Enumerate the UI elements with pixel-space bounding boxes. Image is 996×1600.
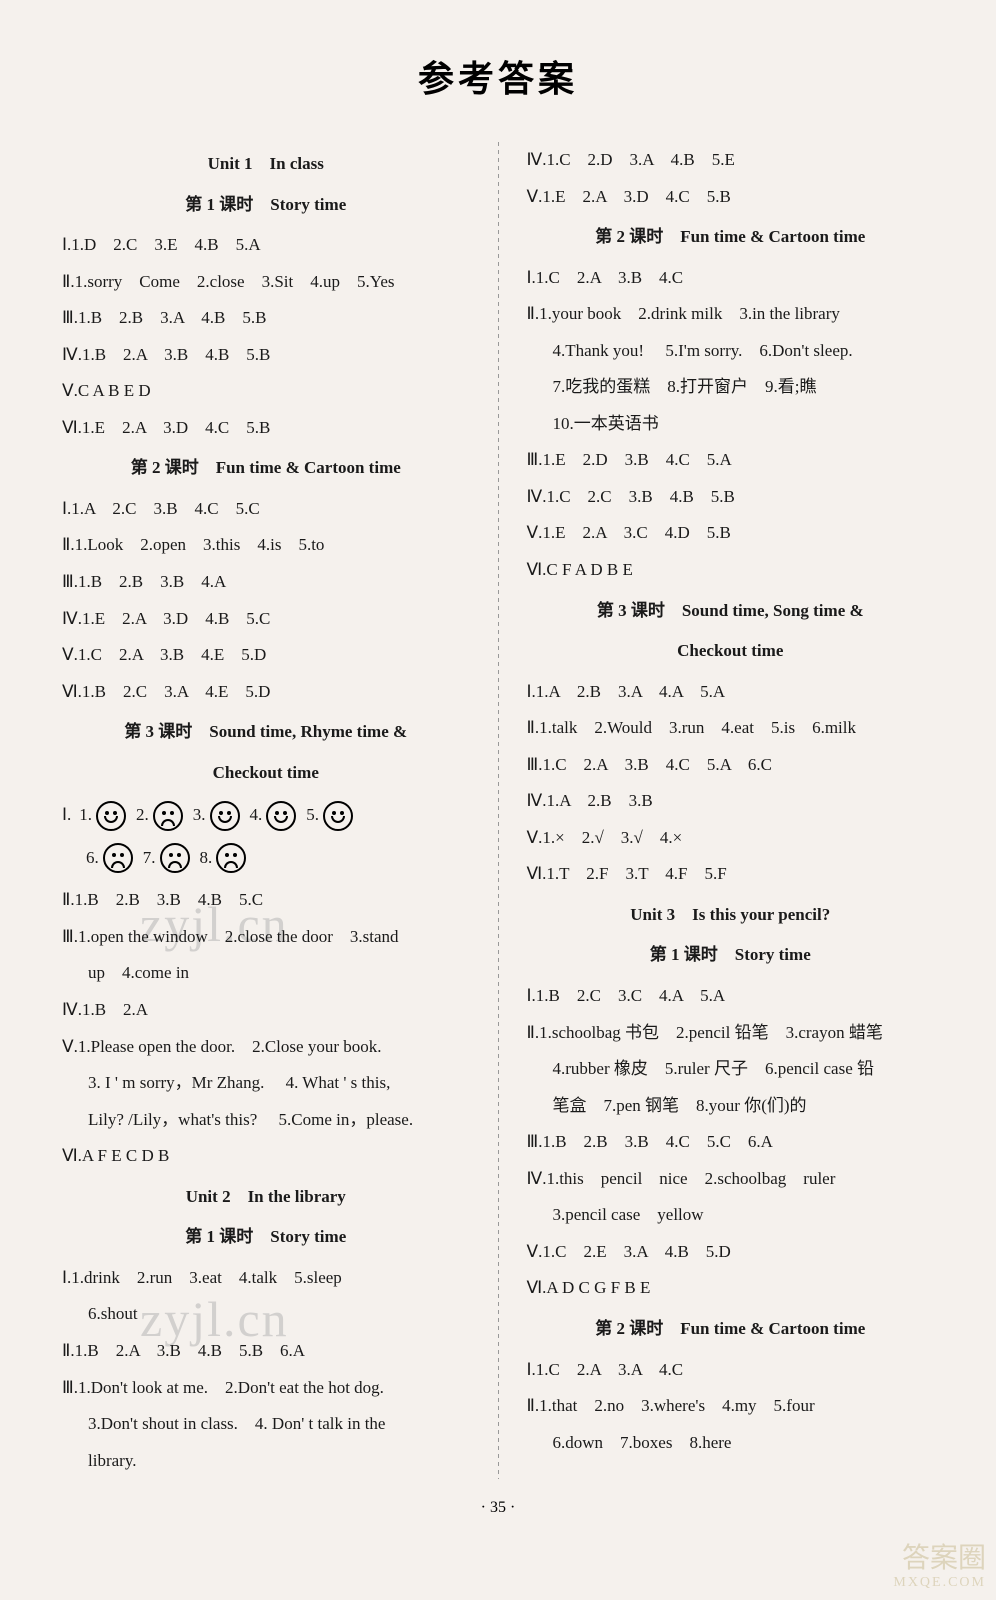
- answer: Ⅳ.1.C 2.D 3.A 4.B 5.E: [525, 142, 937, 179]
- u2-lesson3b: Checkout time: [525, 633, 937, 670]
- answer: 4.rubber 橡皮 5.ruler 尺子 6.pencil case 铅: [525, 1051, 937, 1088]
- answer: Ⅱ.1.B 2.B 3.B 4.B 5.C: [60, 882, 472, 919]
- answer: Ⅱ.1.sorry Come 2.close 3.Sit 4.up 5.Yes: [60, 264, 472, 301]
- answer: Ⅰ.1.D 2.C 3.E 4.B 5.A: [60, 227, 472, 264]
- answer: Ⅵ.1.B 2.C 3.A 4.E 5.D: [60, 674, 472, 711]
- n: 1.: [79, 797, 92, 834]
- page-number: · 35 ·: [60, 1499, 936, 1517]
- n: 2.: [136, 797, 149, 834]
- answer: Ⅲ.1.C 2.A 3.B 4.C 5.A 6.C: [525, 747, 937, 784]
- answer: Ⅴ.1.E 2.A 3.D 4.C 5.B: [525, 179, 937, 216]
- answer: Ⅰ.1.A 2.B 3.A 4.A 5.A: [525, 674, 937, 711]
- answer: Ⅳ.1.this pencil nice 2.schoolbag ruler: [525, 1161, 937, 1198]
- corner-sub: MXQE.COM: [893, 1575, 986, 1590]
- answer: 6.down 7.boxes 8.here: [525, 1425, 937, 1462]
- smile-icon: [323, 801, 353, 831]
- face-row1: Ⅰ. 1. 2. 3. 4. 5.: [60, 797, 472, 834]
- u1-lesson1: 第 1 课时 Story time: [60, 187, 472, 224]
- answer: Ⅲ.1.Don't look at me. 2.Don't eat the ho…: [60, 1370, 472, 1407]
- answer: Ⅰ.1.C 2.A 3.B 4.C: [525, 260, 937, 297]
- answer: Ⅱ.1.that 2.no 3.where's 4.my 5.four: [525, 1388, 937, 1425]
- roman-one: Ⅰ.: [62, 797, 71, 834]
- corner-watermark: 答案圈 MXQE.COM: [893, 1544, 986, 1590]
- u2-lesson1: 第 1 课时 Story time: [60, 1219, 472, 1256]
- answer: Ⅲ.1.E 2.D 3.B 4.C 5.A: [525, 442, 937, 479]
- answer: Ⅰ.1.drink 2.run 3.eat 4.talk 5.sleep: [60, 1260, 472, 1297]
- answer: Ⅳ.1.C 2.C 3.B 4.B 5.B: [525, 479, 937, 516]
- smile-icon: [96, 801, 126, 831]
- right-column: Ⅳ.1.C 2.D 3.A 4.B 5.E Ⅴ.1.E 2.A 3.D 4.C …: [525, 142, 937, 1479]
- answer: Ⅱ.1.Look 2.open 3.this 4.is 5.to: [60, 527, 472, 564]
- u2-lesson3: 第 3 课时 Sound time, Song time &: [525, 593, 937, 630]
- answer: Ⅱ.1.talk 2.Would 3.run 4.eat 5.is 6.milk: [525, 710, 937, 747]
- answer: 3.Don't shout in class. 4. Don' t talk i…: [60, 1406, 472, 1443]
- answer: Ⅴ.1.Please open the door. 2.Close your b…: [60, 1029, 472, 1066]
- page-title: 参考答案: [60, 50, 936, 102]
- answer: Ⅵ.1.T 2.F 3.T 4.F 5.F: [525, 856, 937, 893]
- left-column: Unit 1 In class 第 1 课时 Story time Ⅰ.1.D …: [60, 142, 472, 1479]
- answer: Ⅲ.1.B 2.B 3.B 4.A: [60, 564, 472, 601]
- u3-lesson1: 第 1 课时 Story time: [525, 937, 937, 974]
- answer: Ⅴ.1.E 2.A 3.C 4.D 5.B: [525, 515, 937, 552]
- answer: 3.pencil case yellow: [525, 1197, 937, 1234]
- unit3-header: Unit 3 Is this your pencil?: [525, 897, 937, 934]
- answer: Ⅴ.C A B E D: [60, 373, 472, 410]
- u2-lesson2: 第 2 课时 Fun time & Cartoon time: [525, 219, 937, 256]
- unit2-header: Unit 2 In the library: [60, 1179, 472, 1216]
- n: 6.: [86, 840, 99, 877]
- answer: Ⅲ.1.B 2.B 3.A 4.B 5.B: [60, 300, 472, 337]
- answer: Ⅴ.1.× 2.√ 3.√ 4.×: [525, 820, 937, 857]
- answer: Ⅱ.1.your book 2.drink milk 3.in the libr…: [525, 296, 937, 333]
- corner-top: 答案圈: [893, 1544, 986, 1575]
- smile-icon: [266, 801, 296, 831]
- sad-icon: [160, 843, 190, 873]
- answer: 10.一本英语书: [525, 406, 937, 443]
- answer: Ⅵ.A D C G F B E: [525, 1270, 937, 1307]
- answer: Ⅴ.1.C 2.A 3.B 4.E 5.D: [60, 637, 472, 674]
- n: 3.: [193, 797, 206, 834]
- answer: library.: [60, 1443, 472, 1480]
- answer: Ⅵ.1.E 2.A 3.D 4.C 5.B: [60, 410, 472, 447]
- u1-lesson3: 第 3 课时 Sound time, Rhyme time &: [60, 714, 472, 751]
- answer: Ⅳ.1.B 2.A: [60, 992, 472, 1029]
- answer: 笔盒 7.pen 钢笔 8.your 你(们)的: [525, 1088, 937, 1125]
- u3-lesson2: 第 2 课时 Fun time & Cartoon time: [525, 1311, 937, 1348]
- u1-lesson2: 第 2 课时 Fun time & Cartoon time: [60, 450, 472, 487]
- answer: Ⅲ.1.open the window 2.close the door 3.s…: [60, 919, 472, 956]
- smile-icon: [210, 801, 240, 831]
- unit1-header: Unit 1 In class: [60, 146, 472, 183]
- answer: Ⅵ.A F E C D B: [60, 1138, 472, 1175]
- answer: Ⅵ.C F A D B E: [525, 552, 937, 589]
- n: 5.: [306, 797, 319, 834]
- sad-icon: [103, 843, 133, 873]
- answer: Ⅰ.1.B 2.C 3.C 4.A 5.A: [525, 978, 937, 1015]
- answer: Lily? /Lily，what's this? 5.Come in，pleas…: [60, 1102, 472, 1139]
- sad-icon: [153, 801, 183, 831]
- answer: Ⅲ.1.B 2.B 3.B 4.C 5.C 6.A: [525, 1124, 937, 1161]
- n: 8.: [200, 840, 213, 877]
- n: 4.: [250, 797, 263, 834]
- answer: 3. I ' m sorry，Mr Zhang. 4. What ' s thi…: [60, 1065, 472, 1102]
- answer: 7.吃我的蛋糕 8.打开窗户 9.看;瞧: [525, 369, 937, 406]
- face-row2: 6. 7. 8.: [60, 840, 472, 877]
- n: 7.: [143, 840, 156, 877]
- column-divider: [498, 142, 499, 1479]
- answer: Ⅱ.1.schoolbag 书包 2.pencil 铅笔 3.crayon 蜡笔: [525, 1015, 937, 1052]
- u1-lesson3b: Checkout time: [60, 755, 472, 792]
- answer: Ⅱ.1.B 2.A 3.B 4.B 5.B 6.A: [60, 1333, 472, 1370]
- answer: 6.shout: [60, 1296, 472, 1333]
- answer: Ⅰ.1.A 2.C 3.B 4.C 5.C: [60, 491, 472, 528]
- answer: 4.Thank you! 5.I'm sorry. 6.Don't sleep.: [525, 333, 937, 370]
- answer: up 4.come in: [60, 955, 472, 992]
- answer: Ⅳ.1.A 2.B 3.B: [525, 783, 937, 820]
- sad-icon: [216, 843, 246, 873]
- columns: Unit 1 In class 第 1 课时 Story time Ⅰ.1.D …: [60, 142, 936, 1479]
- answer: Ⅳ.1.B 2.A 3.B 4.B 5.B: [60, 337, 472, 374]
- answer: Ⅴ.1.C 2.E 3.A 4.B 5.D: [525, 1234, 937, 1271]
- answer: Ⅳ.1.E 2.A 3.D 4.B 5.C: [60, 601, 472, 638]
- answer: Ⅰ.1.C 2.A 3.A 4.C: [525, 1352, 937, 1389]
